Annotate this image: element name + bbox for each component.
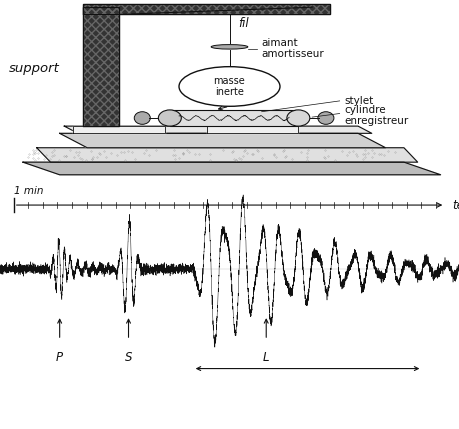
Text: 1 min: 1 min <box>14 186 43 196</box>
Ellipse shape <box>158 110 181 126</box>
Text: L: L <box>263 351 269 364</box>
Ellipse shape <box>318 112 334 124</box>
Ellipse shape <box>211 45 248 49</box>
Text: stylet: stylet <box>344 96 374 106</box>
Polygon shape <box>64 126 372 133</box>
Polygon shape <box>83 3 330 15</box>
Text: temps: temps <box>452 199 459 211</box>
Polygon shape <box>60 133 386 148</box>
Text: S: S <box>125 351 132 364</box>
Text: support: support <box>9 62 60 75</box>
Polygon shape <box>73 126 165 133</box>
Text: cylindre
enregistreur: cylindre enregistreur <box>344 105 409 126</box>
Polygon shape <box>207 126 298 133</box>
Polygon shape <box>83 7 119 126</box>
Text: aimant
amortisseur: aimant amortisseur <box>262 38 325 60</box>
Ellipse shape <box>134 112 151 124</box>
Polygon shape <box>37 148 418 162</box>
Text: masse
inerte: masse inerte <box>213 76 246 97</box>
Circle shape <box>179 66 280 106</box>
Ellipse shape <box>287 110 310 126</box>
Text: P: P <box>56 351 63 364</box>
Bar <box>170 110 298 126</box>
Text: fil: fil <box>239 17 249 30</box>
Polygon shape <box>23 162 441 175</box>
